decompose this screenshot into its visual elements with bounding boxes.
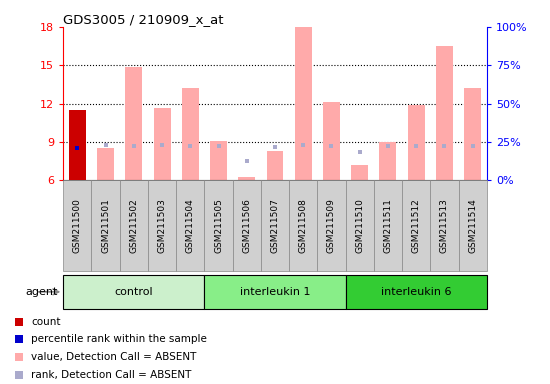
Bar [69,110,86,180]
Bar [289,180,317,271]
Bar [374,180,402,271]
Text: interleukin 6: interleukin 6 [381,287,452,297]
Bar [430,180,459,271]
Text: GSM211514: GSM211514 [468,198,477,253]
Bar [408,105,425,180]
Bar [125,66,142,180]
Text: GSM211503: GSM211503 [157,198,167,253]
Text: GSM211508: GSM211508 [299,198,308,253]
Bar [323,103,340,180]
Text: GDS3005 / 210909_x_at: GDS3005 / 210909_x_at [63,13,224,26]
Bar [176,180,205,271]
Bar [205,180,233,271]
Bar [295,27,312,180]
Bar [210,141,227,180]
Bar [436,46,453,180]
Text: GSM211512: GSM211512 [411,198,421,253]
Bar [148,180,176,271]
Text: GSM211504: GSM211504 [186,198,195,253]
Bar [205,275,345,309]
Bar [233,180,261,271]
Bar [120,180,148,271]
Text: GSM211502: GSM211502 [129,198,139,253]
Bar [97,149,114,180]
Text: percentile rank within the sample: percentile rank within the sample [31,334,207,344]
Bar [345,275,487,309]
Text: agent: agent [25,287,58,297]
Text: GSM211509: GSM211509 [327,198,336,253]
Bar [182,88,199,180]
Bar [402,180,430,271]
Bar [153,108,170,180]
Bar [379,142,397,180]
Bar [351,165,368,180]
Text: count: count [31,317,60,327]
Bar [317,180,345,271]
Text: GSM211513: GSM211513 [440,198,449,253]
Text: interleukin 1: interleukin 1 [240,287,310,297]
Bar [345,180,374,271]
Text: GSM211511: GSM211511 [383,198,393,253]
Text: value, Detection Call = ABSENT: value, Detection Call = ABSENT [31,352,196,362]
Bar [459,180,487,271]
Text: control: control [114,287,153,297]
Bar [261,180,289,271]
Text: GSM211507: GSM211507 [271,198,279,253]
Text: GSM211510: GSM211510 [355,198,364,253]
Text: GSM211500: GSM211500 [73,198,82,253]
Bar [63,180,91,271]
Bar [464,88,481,180]
Bar [238,177,255,180]
Bar [267,151,283,180]
Bar [63,275,205,309]
Text: GSM211501: GSM211501 [101,198,110,253]
Text: GSM211506: GSM211506 [242,198,251,253]
Bar [91,180,120,271]
Text: GSM211505: GSM211505 [214,198,223,253]
Text: rank, Detection Call = ABSENT: rank, Detection Call = ABSENT [31,369,191,379]
